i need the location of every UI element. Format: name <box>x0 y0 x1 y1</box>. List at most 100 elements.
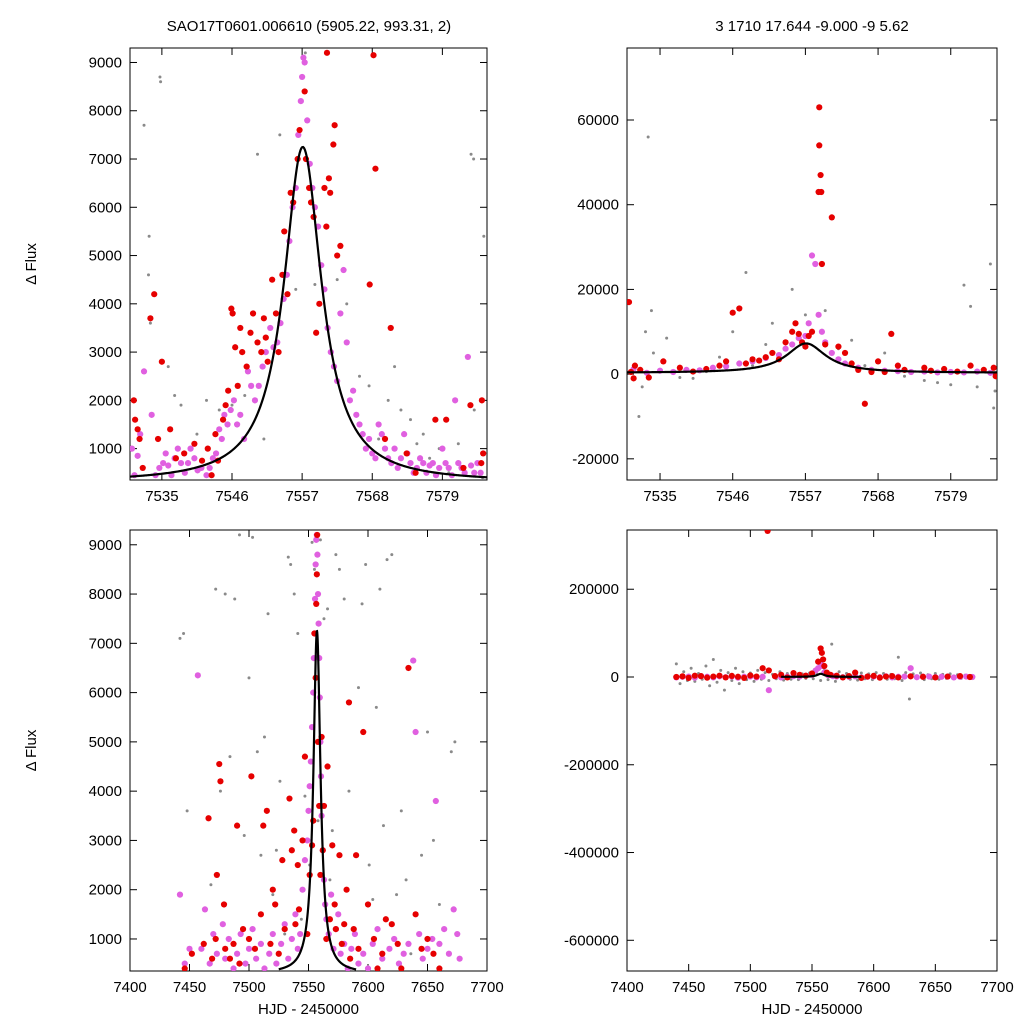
panel-frame <box>129 47 488 481</box>
y-tick-label: 8000 <box>89 103 122 120</box>
data-point-red <box>200 940 207 947</box>
y-axis-label: Δ Flux <box>23 729 40 771</box>
data-point-red <box>345 699 353 706</box>
data-point-gray <box>356 686 360 690</box>
data-point-gray <box>752 679 756 683</box>
data-point-red <box>220 901 228 908</box>
data-point-magenta <box>386 945 393 952</box>
x-tick-label: 7600 <box>857 979 890 996</box>
data-point-gray <box>312 567 316 571</box>
data-point-red <box>382 916 389 923</box>
data-point-magenta <box>416 455 424 462</box>
data-point-magenta <box>445 950 453 957</box>
data-point-gray <box>449 750 453 754</box>
data-point-red <box>802 343 809 350</box>
data-point-magenta <box>176 891 184 898</box>
data-point-red <box>381 435 389 443</box>
data-point-red <box>267 940 274 947</box>
data-point-gray <box>292 592 296 596</box>
data-point-red <box>424 935 431 943</box>
x-tick-label: 7650 <box>411 979 444 996</box>
data-point-red <box>245 935 253 943</box>
data-point-red <box>226 955 234 962</box>
data-point-gray <box>420 853 424 857</box>
data-point-magenta <box>775 351 783 359</box>
data-point-gray <box>409 952 413 956</box>
data-point-gray <box>682 670 686 674</box>
data-point-magenta <box>203 472 210 479</box>
data-point-gray <box>689 666 693 670</box>
data-point-red <box>759 665 766 672</box>
data-point-magenta <box>160 460 167 467</box>
data-point-gray <box>289 562 293 566</box>
data-point-red <box>876 674 883 681</box>
marks <box>627 104 997 418</box>
data-point-gray <box>674 662 678 666</box>
data-point-magenta <box>174 445 181 452</box>
data-point-red <box>388 921 395 928</box>
data-point-gray <box>371 898 375 902</box>
data-point-magenta <box>901 673 908 680</box>
data-point-gray <box>988 262 992 266</box>
data-point-magenta <box>225 935 232 943</box>
data-point-gray <box>730 679 734 683</box>
data-point-gray <box>214 587 218 591</box>
data-point-red <box>323 223 330 230</box>
data-point-red <box>818 260 826 268</box>
data-point-red <box>820 656 827 663</box>
data-point-gray <box>342 597 346 601</box>
data-point-gray <box>283 932 287 936</box>
data-point-red <box>239 926 247 933</box>
data-point-red <box>956 673 964 680</box>
y-tick-label: 2000 <box>89 882 122 899</box>
data-point-red <box>216 760 223 768</box>
data-point-red <box>895 674 902 681</box>
data-point-red <box>336 852 343 859</box>
data-point-gray <box>718 355 721 359</box>
x-tick-label: 7550 <box>795 979 828 996</box>
data-point-magenta <box>251 397 259 404</box>
data-point-magenta <box>295 131 302 138</box>
data-point-gray <box>358 374 361 378</box>
data-point-gray <box>704 664 708 668</box>
data-point-red <box>236 960 243 967</box>
panels-group: 7535 7546 7557 7568 7579 1000 2000 3000 4000 5000… <box>23 47 1014 1018</box>
data-point-gray <box>205 398 208 402</box>
data-point-red <box>232 344 239 351</box>
data-point-red <box>736 305 743 312</box>
data-point-red <box>334 252 341 259</box>
data-point-magenta <box>218 435 225 443</box>
data-point-gray <box>347 789 351 793</box>
data-point-red <box>966 673 973 681</box>
data-point-gray <box>178 636 182 640</box>
data-point-red <box>443 416 450 423</box>
data-point-magenta <box>162 450 169 457</box>
figure-title-left: SAO17T0601.006610 (5905.22, 993.31, 2) <box>167 18 451 35</box>
data-point-red <box>990 364 997 371</box>
data-point-magenta <box>288 935 295 943</box>
data-point-red <box>327 189 334 196</box>
data-point-magenta <box>795 335 802 342</box>
y-tick-label: -200000 <box>564 757 619 774</box>
data-point-red <box>191 440 198 447</box>
data-point-gray <box>756 668 760 672</box>
data-point-magenta <box>926 673 933 680</box>
data-point-gray <box>936 381 940 385</box>
data-point-magenta <box>364 965 372 971</box>
data-point-red <box>355 945 362 952</box>
data-point-magenta <box>450 906 457 913</box>
data-point-gray <box>367 863 371 867</box>
data-point-red <box>716 672 723 679</box>
data-point-red <box>279 857 286 864</box>
x-tick-label: 7450 <box>173 979 206 996</box>
data-point-gray <box>318 538 322 542</box>
data-point-red <box>412 469 419 476</box>
data-point-red <box>151 291 158 298</box>
data-point-magenta <box>381 445 389 452</box>
x-tick-label: 7550 <box>292 979 325 996</box>
data-point-red <box>264 358 271 365</box>
data-point-red <box>372 165 379 172</box>
data-point-magenta <box>210 930 217 938</box>
data-point-red <box>728 672 735 680</box>
data-point-gray <box>166 365 170 369</box>
